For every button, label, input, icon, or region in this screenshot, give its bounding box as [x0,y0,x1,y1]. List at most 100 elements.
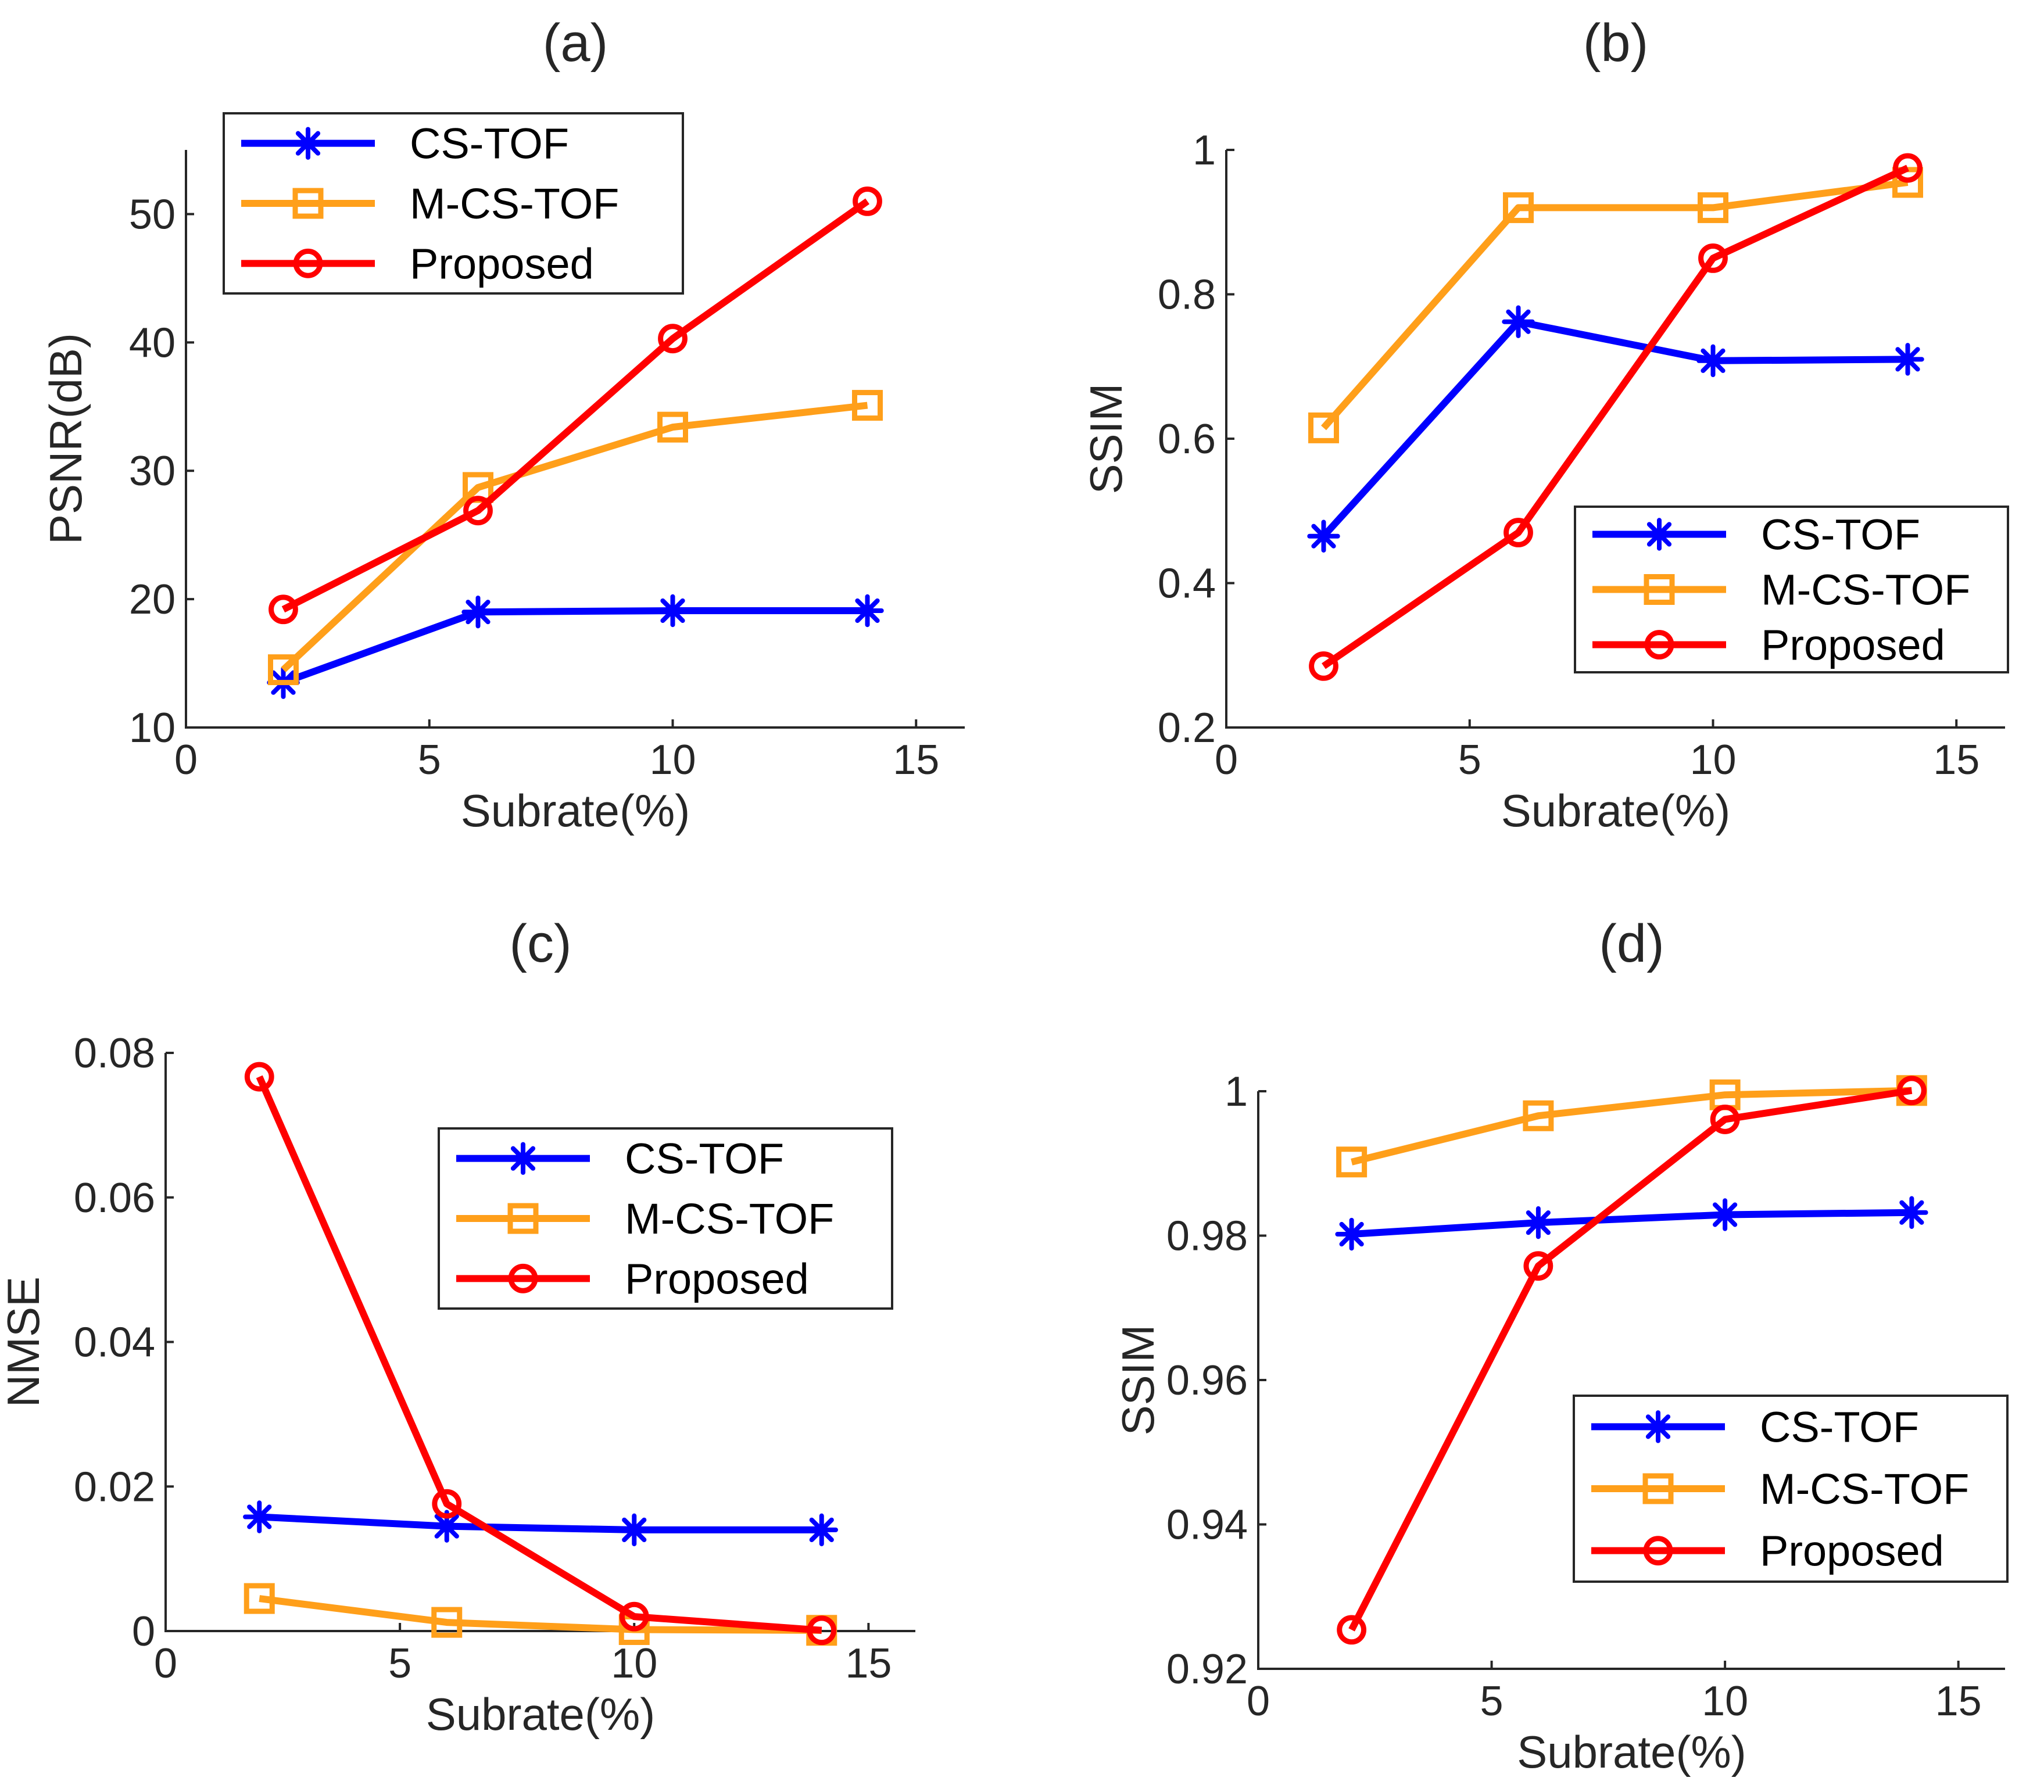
x-tick-label: 10 [1702,1678,1748,1725]
y-tick-label: 0.96 [1166,1357,1248,1404]
data-point-circle [463,496,493,526]
data-point-star [1708,1198,1742,1231]
legend-label: M-CS-TOF [1761,566,1970,614]
y-tick-label: 50 [129,191,176,238]
legend-item: Proposed [1591,1527,1944,1575]
marker-square [1308,412,1339,443]
data-point-star [851,594,884,628]
series-m-cs-tof [1336,1075,1927,1178]
legend-label: CS-TOF [1760,1403,1919,1451]
data-point-circle [1893,153,1923,183]
legend-item: CS-TOF [241,120,569,168]
x-axis-label: Subrate(%) [461,785,690,836]
marker-circle [269,594,298,625]
legend-item: CS-TOF [456,1135,784,1183]
marker-star [1891,343,1924,376]
y-tick-label: 30 [129,448,176,494]
x-tick-label: 5 [1458,737,1481,783]
marker-star [506,1142,540,1175]
y-tick-label: 0.04 [74,1320,155,1366]
data-point-square [1308,412,1339,443]
data-point-square [244,1583,275,1614]
data-point-star [1335,1217,1368,1251]
data-point-circle [1896,1076,1927,1106]
data-point-square [852,390,883,421]
marker-circle [1698,243,1728,273]
marker-star [618,1513,651,1547]
data-point-star [618,1513,651,1547]
square-icon [507,1203,539,1234]
x-tick-label: 15 [893,737,939,783]
data-point-circle [432,1489,462,1519]
series-m-cs-tof [1308,167,1923,443]
data-point-square [268,654,299,686]
x-tick-label: 0 [1247,1678,1270,1725]
marker-circle [853,186,882,216]
x-axis-label: Subrate(%) [1517,1726,1746,1777]
marker-circle [1309,651,1338,681]
marker-circle [807,1615,837,1646]
data-point-star [1895,1196,1928,1229]
series-proposed [244,1062,837,1646]
series-line [1348,1087,1913,1632]
square-icon [1642,1473,1674,1504]
marker-circle [508,1263,538,1293]
data-point-star [1307,519,1340,553]
legend-item: M-CS-TOF [1592,566,1970,614]
marker-star [805,1513,838,1547]
legend-item: M-CS-TOF [241,180,619,228]
data-point-square [657,411,688,443]
data-point-circle [244,1062,274,1092]
data-point-circle [853,186,882,216]
y-tick-label: 0.02 [74,1464,155,1510]
legend: CS-TOF M-CS-TOF Proposed [1574,506,2009,673]
star-icon [506,1142,540,1175]
circle-icon [1643,1536,1673,1566]
marker-circle [1896,1076,1927,1106]
marker-star [851,594,884,628]
marker-star [1335,1217,1368,1251]
marker-star [1641,1410,1675,1443]
marker-circle [244,1062,274,1092]
series-line [1322,164,1910,669]
data-point-square [1523,1100,1554,1131]
panel-b: (b) 0 5 10 15 0.2 0.4 0.6 0.8 1 Subrate(%) SSIM CS-T… [1080,13,2009,836]
marker-star [1502,305,1535,338]
panel-title: (c) [509,914,571,973]
marker-star [1708,1198,1742,1231]
data-point-circle [269,594,298,625]
marker-circle [1337,1615,1367,1645]
marker-star [1895,1196,1928,1229]
marker-star [1642,518,1676,551]
series-cs-tof [243,1500,838,1547]
x-tick-label: 0 [1215,737,1238,783]
legend-label: CS-TOF [625,1135,784,1183]
legend-label: CS-TOF [1761,511,1920,559]
legend-label: M-CS-TOF [625,1195,834,1243]
legend: CS-TOF M-CS-TOF Proposed [223,112,684,295]
marker-star [291,127,325,160]
data-point-star [805,1513,838,1547]
x-tick-label: 10 [649,737,696,783]
square-icon [292,188,324,219]
data-point-circle [1337,1615,1367,1645]
data-point-square [1503,192,1534,223]
legend-label: Proposed [1761,621,1945,669]
marker-star [1522,1206,1555,1239]
series-line [1321,318,1908,539]
marker-star [1696,344,1730,378]
data-point-star [430,1510,463,1543]
legend: CS-TOF M-CS-TOF Proposed [1573,1395,2009,1583]
data-point-circle [619,1601,649,1632]
data-point-star [461,596,495,629]
legend-label: CS-TOF [410,120,569,168]
y-tick-label: 10 [129,705,176,751]
y-tick-label: 0.8 [1158,272,1216,318]
y-axis-label: SSIM [1080,384,1132,494]
data-point-circle [1710,1105,1740,1134]
data-point-circle [1504,518,1533,547]
marker-square [657,411,688,443]
legend-item: CS-TOF [1591,1403,1919,1451]
legend-item: M-CS-TOF [456,1195,834,1243]
